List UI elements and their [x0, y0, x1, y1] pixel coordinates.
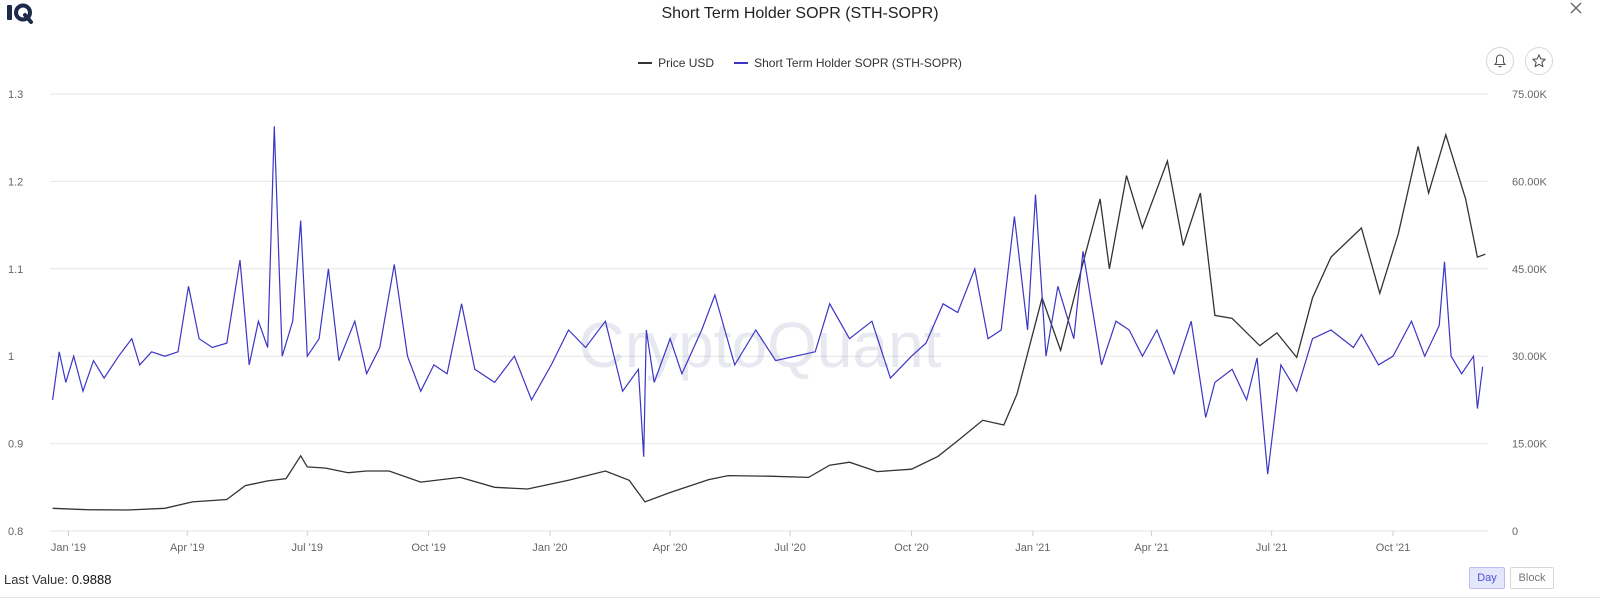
favorite-button[interactable] [1525, 47, 1553, 75]
series-line-sopr[interactable] [52, 126, 1484, 475]
x-tick-label: Jul '19 [292, 542, 323, 554]
legend-item-price[interactable]: Price USD [638, 56, 714, 70]
legend-label-sopr: Short Term Holder SOPR (STH-SOPR) [754, 56, 962, 70]
y-right-tick-label: 60.00K [1512, 176, 1548, 188]
legend-swatch-sopr [734, 62, 749, 64]
x-tick-label: Jan '21 [1015, 542, 1050, 554]
watermark: CryptoQuant [579, 309, 942, 381]
close-icon[interactable] [1566, 0, 1586, 20]
alert-button[interactable] [1486, 47, 1514, 75]
x-axis: Jan '19 Apr '19 Jul '19 Oct '19 Jan '20 Apr '… [51, 531, 1410, 554]
x-tick-label: Apr '20 [653, 542, 688, 554]
last-value-number: 0.9888 [71, 572, 112, 587]
y-right-tick-label: 0 [1512, 526, 1518, 538]
y-left-tick-label: 0.9 [8, 439, 23, 451]
y-axis-right: 0 15.00K 30.00K 45.00K 60.00K 75.00K [1512, 89, 1548, 538]
y-left-tick-label: 1.1 [8, 264, 23, 276]
x-tick-label: Jan '20 [532, 542, 567, 554]
legend-label-price: Price USD [658, 56, 715, 70]
footer-divider [0, 597, 1600, 598]
y-right-tick-label: 45.00K [1512, 264, 1548, 276]
bell-icon [1493, 54, 1507, 68]
y-right-tick-label: 15.00K [1512, 439, 1548, 451]
last-value: Last Value: 0.9888 [4, 572, 111, 587]
x-tick-label: Jul '20 [774, 542, 805, 554]
x-tick-label: Apr '21 [1134, 542, 1169, 554]
x-tick-label: Jul '21 [1256, 542, 1287, 554]
block-toggle-button[interactable]: Block [1510, 567, 1554, 589]
x-tick-label: Oct '20 [894, 542, 929, 554]
y-left-tick-label: 1.2 [8, 176, 23, 188]
grid-lines [50, 93, 1488, 532]
last-value-label: Last Value: [4, 572, 69, 587]
cryptoquant-logo-icon[interactable] [6, 2, 34, 24]
series-line-price[interactable] [52, 132, 1486, 511]
chart-legend: Price USD Short Term Holder SOPR (STH-SO… [0, 56, 1600, 70]
y-left-tick-label: 0.8 [8, 526, 23, 538]
y-right-tick-label: 75.00K [1512, 89, 1548, 101]
x-tick-label: Jan '19 [51, 542, 86, 554]
x-tick-label: Oct '19 [411, 542, 446, 554]
star-icon [1532, 54, 1546, 68]
day-toggle-button[interactable]: Day [1469, 567, 1505, 589]
y-axis-left: 0.8 0.9 1 1.1 1.2 1.3 [8, 89, 23, 538]
y-left-tick-label: 1.3 [8, 89, 23, 101]
y-right-tick-label: 30.00K [1512, 351, 1548, 363]
y-left-tick-label: 1 [8, 351, 14, 363]
chart-title: Short Term Holder SOPR (STH-SOPR) [661, 5, 939, 22]
legend-swatch-price [638, 62, 653, 64]
legend-item-sopr[interactable]: Short Term Holder SOPR (STH-SOPR) [734, 56, 962, 70]
x-tick-label: Oct '21 [1376, 542, 1411, 554]
x-tick-label: Apr '19 [170, 542, 205, 554]
